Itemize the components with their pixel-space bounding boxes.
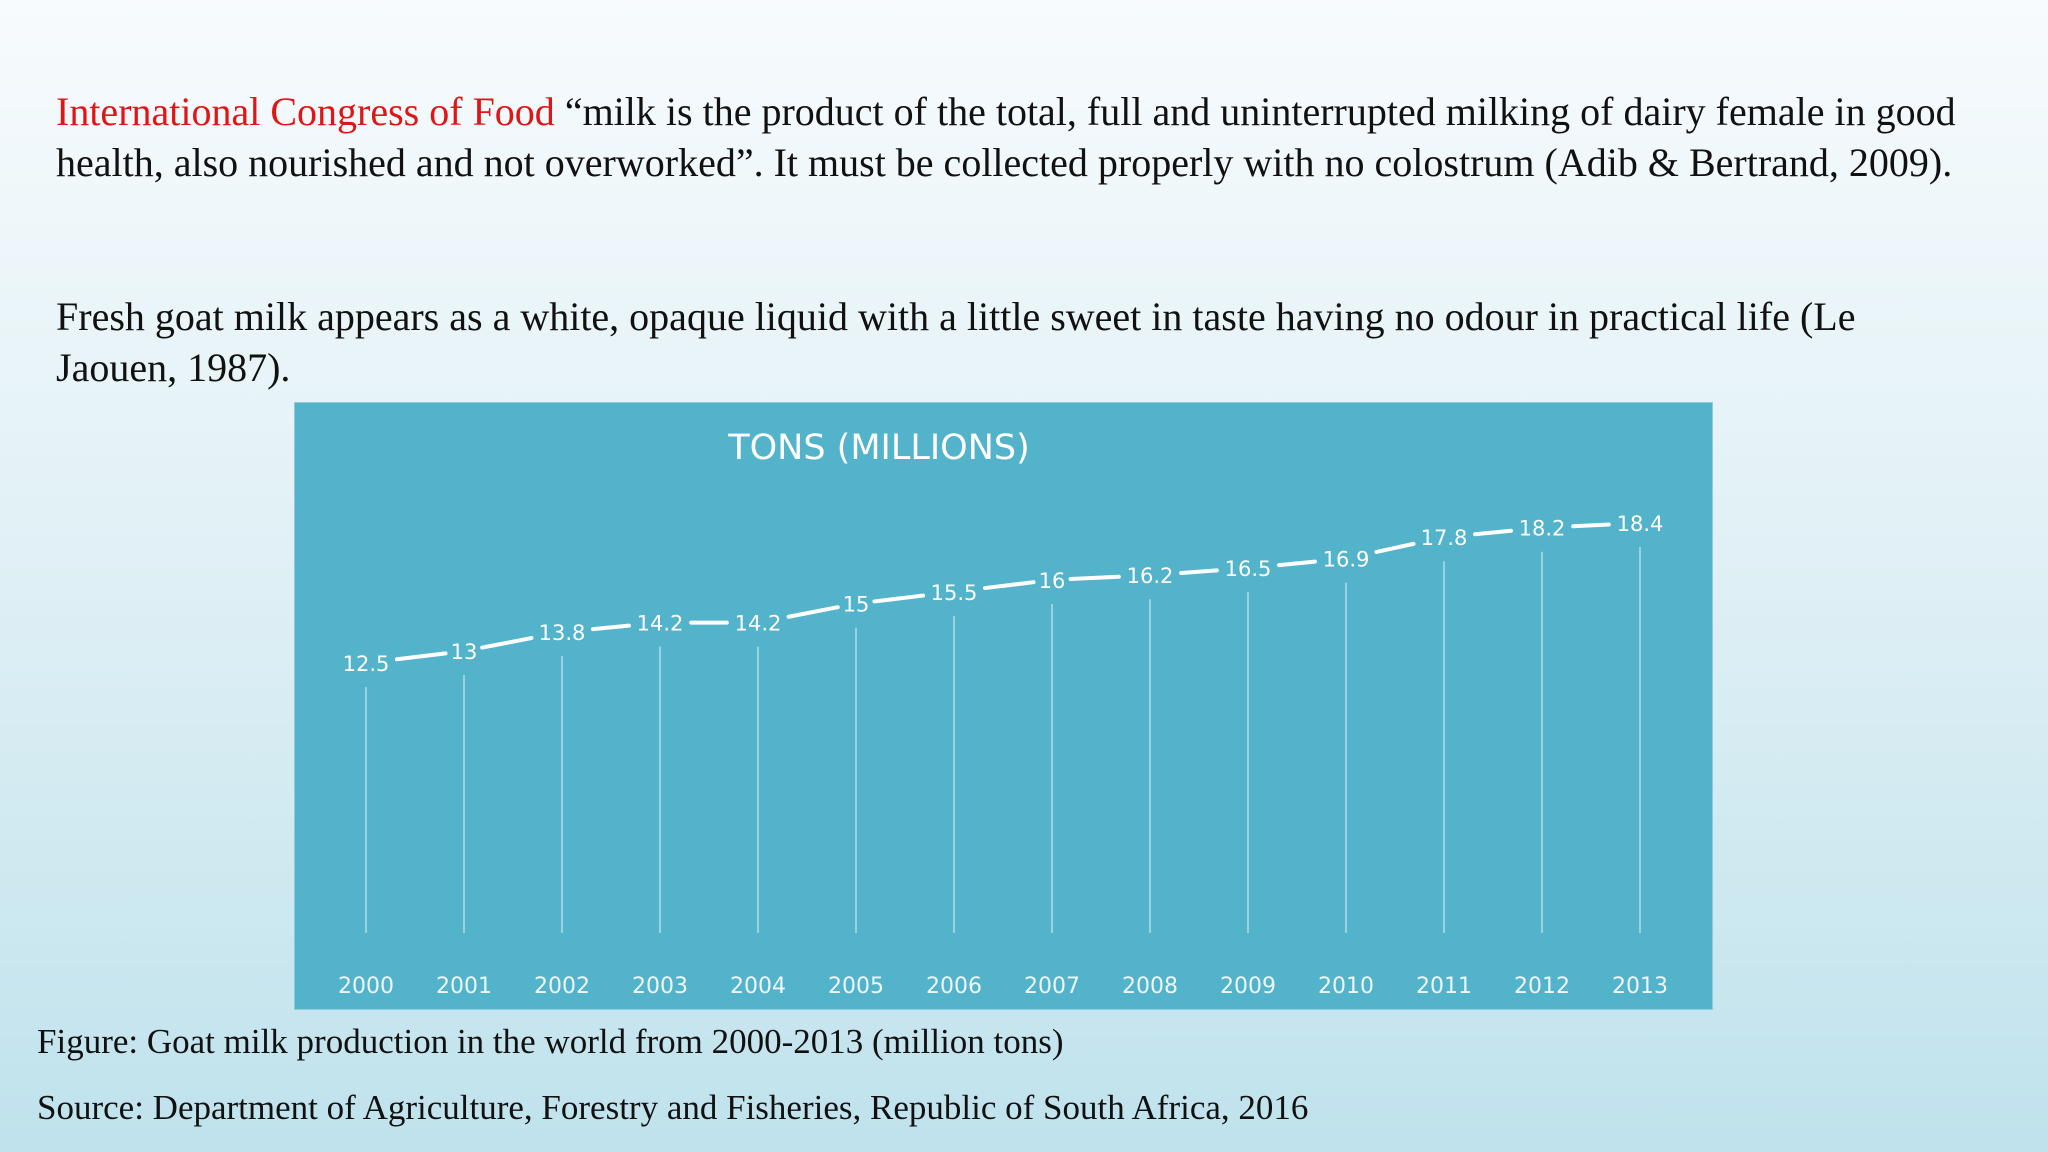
data-label-2008: 16.2 (1127, 564, 1174, 588)
data-label-2005: 15 (843, 593, 870, 617)
data-label-2001: 13 (451, 640, 478, 664)
chart-canvas: TONS (MILLIONS) 12.5 13 13.8 14.2 14.2 15 15.5 1… (338, 428, 1668, 999)
figure-caption: Figure: Goat milk production in the worl… (37, 1022, 1064, 1061)
data-label-2010: 16.9 (1323, 548, 1370, 572)
x-tick-label-2005: 2005 (828, 974, 884, 999)
series-segment-2000-2001 (394, 651, 448, 662)
data-label-2013: 18.4 (1617, 512, 1664, 536)
x-tick-label-2012: 2012 (1514, 974, 1570, 999)
data-label-2004: 14.2 (735, 612, 782, 636)
chart-title: TONS (MILLIONS) (727, 428, 1030, 468)
series-segment-2008-2009 (1179, 568, 1219, 575)
description-paragraph: Fresh goat milk appears as a white, opaq… (56, 294, 1856, 390)
x-tick-label-2006: 2006 (926, 974, 982, 999)
x-tick-label-2001: 2001 (436, 974, 492, 999)
data-label-2009: 16.5 (1225, 557, 1272, 581)
definition-text: “milk is the product of the total, full … (56, 89, 1956, 185)
series-segment-2007-2008 (1068, 574, 1121, 582)
data-label-2003: 14.2 (637, 612, 684, 636)
figure-source: Source: Department of Agriculture, Fores… (37, 1088, 1309, 1127)
highlight-term: International Congress of Food (56, 89, 555, 134)
series-segment-2004-2005 (786, 605, 840, 619)
goat-milk-chart: TONS (MILLIONS) 12.5 13 13.8 14.2 14.2 15 15.5 1… (294, 402, 1713, 1010)
x-tick-label-2013: 2013 (1612, 974, 1668, 999)
x-tick-label-2010: 2010 (1318, 974, 1374, 999)
data-label-2012: 18.2 (1519, 517, 1566, 541)
x-tick-label-2003: 2003 (632, 974, 688, 999)
data-label-2007: 16 (1039, 569, 1066, 593)
series-segment-2002-2003 (591, 623, 631, 632)
series-segment-2011-2012 (1473, 528, 1513, 537)
x-tick-label-2011: 2011 (1416, 974, 1472, 999)
data-label-2002: 13.8 (539, 621, 586, 645)
data-label-2011: 17.8 (1421, 526, 1468, 550)
series-segment-2010-2011 (1374, 541, 1416, 554)
x-tick-label-2007: 2007 (1024, 974, 1080, 999)
x-tick-label-2000: 2000 (338, 974, 394, 999)
data-label-2000: 12.5 (343, 652, 390, 676)
series-segment-2005-2006 (872, 593, 926, 604)
x-tick-label-2004: 2004 (730, 974, 786, 999)
x-tick-label-2008: 2008 (1122, 974, 1178, 999)
series-segment-2006-2007 (982, 580, 1036, 591)
x-tick-label-2009: 2009 (1220, 974, 1276, 999)
definition-paragraph: International Congress of Food “milk is … (56, 86, 1976, 188)
series-segment-2012-2013 (1571, 522, 1611, 529)
series-segment-2001-2002 (480, 636, 534, 650)
x-tick-label-2002: 2002 (534, 974, 590, 999)
data-label-2006: 15.5 (931, 581, 978, 605)
series-segment-2009-2010 (1277, 559, 1317, 568)
